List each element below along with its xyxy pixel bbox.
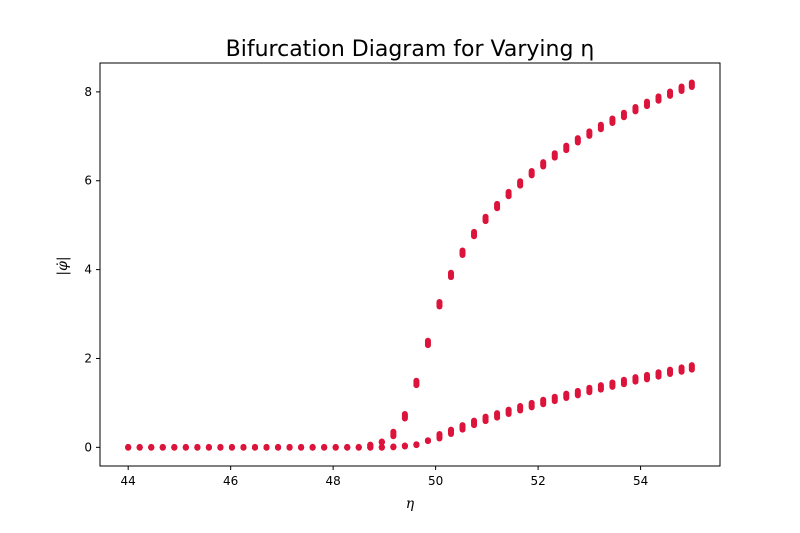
upper-branch-point [667,88,674,95]
lower-branch-point [355,443,362,450]
lower-branch-point [667,366,674,373]
lower-branch-point [125,443,132,450]
lower-branch-point [563,390,570,397]
lower-branch-point [136,443,143,450]
lower-branch-point [332,443,339,450]
lower-branch-point [321,443,328,450]
upper-branch-point [378,438,385,445]
lower-branch-point [309,443,316,450]
lower-branch-point [378,443,385,450]
upper-branch-point [367,441,374,448]
lower-branch-point [240,443,247,450]
upper-branch-point [482,213,489,220]
y-tick-label: 4 [84,263,92,277]
upper-branch-point [471,228,478,235]
lower-branch-point [217,443,224,450]
lower-branch-point [298,443,305,450]
lower-branch-point [182,443,189,450]
lower-branch-point [620,376,627,383]
lower-branch-point [678,364,685,371]
upper-branch-point [678,83,685,90]
upper-branch-point [540,159,547,166]
lower-branch-point [447,426,454,433]
upper-branch-point [505,188,512,195]
upper-branch-point [413,377,420,384]
upper-branch-point [528,167,535,174]
upper-branch-point [459,247,466,254]
lower-branch-point [471,417,478,424]
x-tick-label: 50 [428,474,443,488]
upper-branch-point [551,150,558,157]
upper-branch-point [620,109,627,116]
lower-branch-point [194,443,201,450]
lower-branch-point [148,443,155,450]
upper-branch-point [494,200,501,207]
upper-branch-point [401,411,408,418]
lower-branch-point [159,443,166,450]
x-tick-label: 54 [633,474,648,488]
upper-branch-point [597,121,604,128]
lower-branch-point [517,403,524,410]
upper-branch-point [436,299,443,306]
lower-branch-point [551,393,558,400]
upper-branch-point [424,337,431,344]
upper-branch-point [390,428,397,435]
y-tick-label: 2 [84,351,92,365]
y-axis-label: |φ̇| [55,256,71,275]
lower-branch-point [171,443,178,450]
lower-branch-point [540,396,547,403]
lower-branch-point [482,413,489,420]
upper-branch-point [574,135,581,142]
upper-branch-point [609,115,616,122]
lower-branch-point [436,431,443,438]
lower-branch-point [459,422,466,429]
lower-branch-point [413,441,420,448]
lower-branch-point [275,443,282,450]
upper-branch-point [632,103,639,110]
upper-branch-point [688,79,695,86]
lower-branch-point [574,387,581,394]
lower-branch-point [252,443,258,450]
lower-branch-point [494,410,501,417]
upper-branch-point [563,142,570,149]
lower-branch-point [528,399,535,406]
x-axis-label: η [406,496,415,512]
lower-branch-point [586,384,593,391]
lower-branch-point [643,371,650,378]
lower-branch-point [205,443,212,450]
upper-branch-point [586,128,593,135]
lower-branch-point [505,406,512,413]
lower-branch-point [688,362,695,369]
upper-branch-point [655,93,662,100]
lower-branch-point [263,443,270,450]
upper-branch-point [517,178,524,185]
lower-branch-point [424,437,431,444]
x-tick-label: 44 [121,474,136,488]
y-tick-label: 0 [84,440,92,454]
lower-branch-point [390,443,397,450]
x-tick-label: 46 [223,474,238,488]
lower-branch-point [286,443,293,450]
upper-branch-point [643,98,650,105]
lower-branch-point [632,374,639,381]
lower-branch-point [655,369,662,376]
upper-branch-point [447,269,454,276]
x-tick-label: 48 [325,474,340,488]
lower-branch-point [597,382,604,389]
y-tick-label: 6 [84,174,92,188]
y-tick-label: 8 [84,85,92,99]
chart-title: Bifurcation Diagram for Varying η [226,37,595,62]
lower-branch-point [344,443,351,450]
lower-branch-point [228,443,235,450]
lower-branch-point [401,442,408,449]
lower-branch-point [609,379,616,386]
x-tick-label: 52 [530,474,545,488]
data-points [125,79,695,451]
axes-frame [99,62,721,467]
